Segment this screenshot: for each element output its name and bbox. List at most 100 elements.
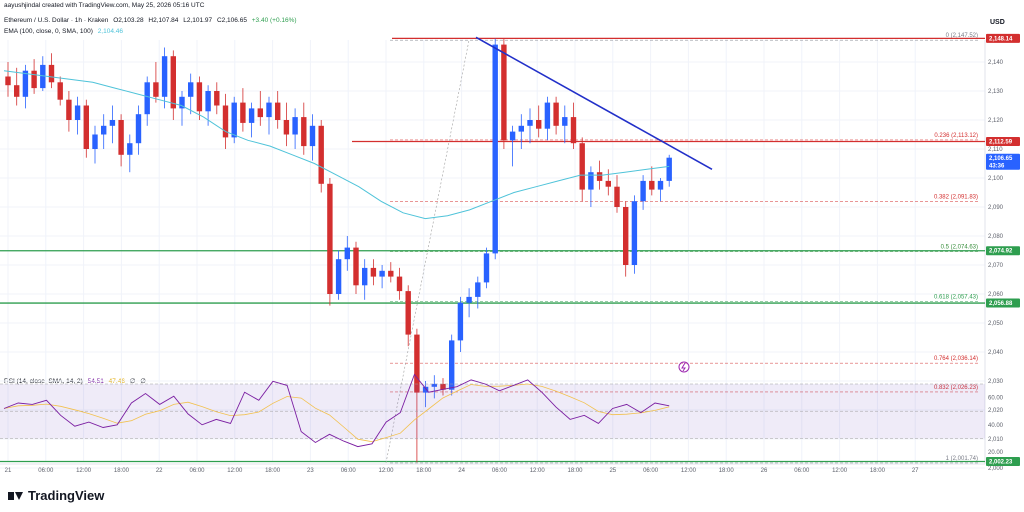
candle <box>475 276 481 309</box>
time-tick: 06:00 <box>341 468 357 474</box>
candle <box>449 334 455 396</box>
candle <box>153 62 159 103</box>
candle-body <box>161 56 168 97</box>
candle-body <box>31 70 37 89</box>
candle <box>666 154 672 187</box>
candle <box>353 241 359 294</box>
candle-body <box>101 125 107 135</box>
candle <box>362 259 368 300</box>
candle <box>466 288 472 318</box>
candle <box>101 114 107 149</box>
time-tick: 06:00 <box>38 468 54 474</box>
fib-level-label: 1 (2,001.74) <box>946 456 978 462</box>
candle-body <box>553 102 559 126</box>
candle <box>309 114 316 161</box>
candle-body <box>666 157 672 181</box>
candle-body <box>83 105 89 149</box>
candle-body <box>457 302 464 341</box>
candle <box>301 102 307 155</box>
time-tick: 06:00 <box>492 468 508 474</box>
candle-body <box>570 117 577 144</box>
price-axis: 2,140 2,130 2,120 2,110 2,100 2,090 2,080 2,070… <box>988 60 1004 472</box>
candle <box>257 91 263 126</box>
candle-body <box>22 70 29 97</box>
candle-body <box>318 125 324 184</box>
candle-body <box>596 172 603 181</box>
candle-body <box>649 180 655 190</box>
price-tag-label: 2,002.23 <box>989 460 1013 466</box>
time-axis: 21 06:00 12:00 18:00 22 06:00 12:00 18:00 23 06:0… <box>5 468 920 474</box>
price-tag <box>986 136 1020 146</box>
candle <box>161 47 168 109</box>
time-tick: 18:00 <box>719 468 735 474</box>
price-tick: 2,040 <box>988 350 1004 356</box>
candle <box>379 265 385 289</box>
candle-body <box>240 102 246 123</box>
candle-body <box>631 201 638 265</box>
time-tick: 25 <box>609 468 616 474</box>
candle <box>492 38 498 260</box>
price-tick: 2,060 <box>988 292 1004 298</box>
candle-body <box>179 96 185 109</box>
candle-body <box>466 296 472 303</box>
candle <box>327 178 333 306</box>
candle-body <box>475 282 481 297</box>
candle-body <box>605 180 611 187</box>
candle <box>275 91 281 129</box>
candle-body <box>266 102 272 118</box>
price-tick: 2,020 <box>988 408 1004 414</box>
tradingview-logo-icon <box>8 490 24 502</box>
tradingview-logo[interactable]: TradingView <box>8 488 104 503</box>
time-tick: 27 <box>912 468 919 474</box>
candle-body <box>283 120 290 135</box>
candle-body <box>388 270 394 277</box>
candle <box>196 76 203 120</box>
price-tick: 2,000 <box>988 466 1004 472</box>
candle-body <box>257 108 263 118</box>
credit-line: aayushjindal created with TradingView.co… <box>4 2 205 9</box>
rsi-ma-line <box>3 383 670 443</box>
candle <box>640 175 646 210</box>
candle <box>422 381 429 408</box>
close-value: C2,106.65 <box>216 17 247 24</box>
candle-body <box>449 340 455 390</box>
time-tick: 06:00 <box>189 468 205 474</box>
candle <box>240 88 246 132</box>
currency-label: USD <box>990 19 1005 26</box>
candle-body <box>623 207 629 265</box>
candle-body <box>353 247 359 286</box>
candle <box>92 125 98 164</box>
candle-body <box>431 383 437 387</box>
candle-body <box>153 82 159 97</box>
candle-body <box>362 267 368 286</box>
candle-body <box>205 91 211 112</box>
candle-body <box>196 82 203 112</box>
candle-body <box>292 117 298 135</box>
price-tag <box>986 246 1020 256</box>
candle-body <box>370 267 377 277</box>
candle-body <box>579 143 585 190</box>
candle <box>605 169 611 196</box>
candle <box>457 296 464 352</box>
fib-level-label: 0.832 (2,026.23) <box>934 385 978 391</box>
time-tick: 12:00 <box>681 468 697 474</box>
candle-body <box>188 82 194 97</box>
trend-line <box>475 36 713 170</box>
candle-body <box>74 105 81 120</box>
candle-body <box>5 76 11 86</box>
time-tick: 12:00 <box>832 468 848 474</box>
symbol-name[interactable]: Ethereum / U.S. Dollar · 1h · Kraken <box>4 17 109 24</box>
candle <box>370 259 377 286</box>
symbol-line: Ethereum / U.S. Dollar · 1h · Kraken O2,… <box>4 17 300 24</box>
candle <box>31 59 37 94</box>
candle-body <box>170 56 176 109</box>
price-tick: 2,100 <box>988 176 1004 182</box>
rsi-pane <box>0 373 985 448</box>
candle-body <box>301 117 307 147</box>
flash-icon[interactable] <box>678 361 690 373</box>
candle <box>205 85 211 126</box>
ema-legend[interactable]: EMA (100, close, 0, SMA, 100) 2,104.46 <box>4 28 126 35</box>
candle-body <box>109 120 116 126</box>
candle-body <box>309 125 316 147</box>
